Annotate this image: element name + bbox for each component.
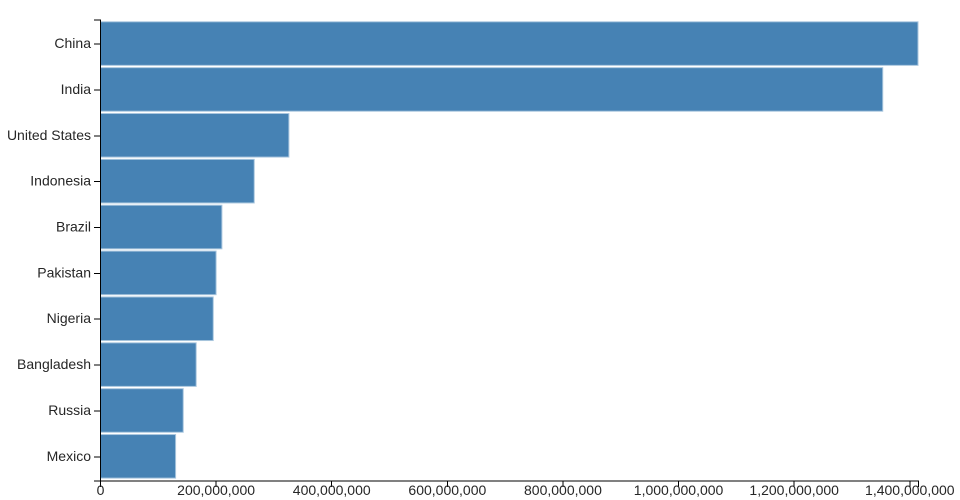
x-tick-label: 1,000,000,000 [634, 482, 724, 498]
bar [100, 388, 184, 433]
y-axis: China India United States Indonesia Brazil Pa… [7, 19, 101, 482]
y-tick-label: Russia [48, 402, 91, 418]
y-tick-label: China [54, 35, 91, 51]
y-tick-label: Mexico [47, 448, 92, 464]
y-tick-label: India [61, 81, 92, 97]
bar [100, 250, 217, 296]
y-tick-label: United States [7, 127, 91, 143]
x-tick-label: 400,000,000 [293, 482, 371, 498]
bar [100, 113, 290, 158]
x-tick-label: 0 [97, 482, 105, 498]
bar [100, 296, 214, 342]
y-tick-label: Bangladesh [17, 356, 91, 372]
bar [100, 204, 223, 250]
y-tick-label: Pakistan [37, 264, 91, 280]
x-tick-label: 800,000,000 [524, 482, 602, 498]
x-tick-label: 1,400,000,000 [865, 482, 955, 498]
bar [100, 21, 919, 66]
x-tick-label: 1,200,000,000 [749, 482, 839, 498]
x-tick-label: 200,000,000 [177, 482, 255, 498]
bars-group [100, 21, 919, 479]
y-tick-label: Nigeria [47, 310, 92, 326]
bar [100, 67, 884, 112]
bar [100, 434, 177, 479]
x-axis: 0 200,000,000 400,000,000 600,000,000 800,00… [97, 480, 955, 498]
y-tick-label: Indonesia [30, 173, 91, 189]
y-tick-label: Brazil [56, 219, 91, 235]
y-axis-line [94, 19, 101, 482]
bar [100, 342, 197, 387]
x-tick-label: 600,000,000 [408, 482, 486, 498]
bar [100, 158, 255, 204]
